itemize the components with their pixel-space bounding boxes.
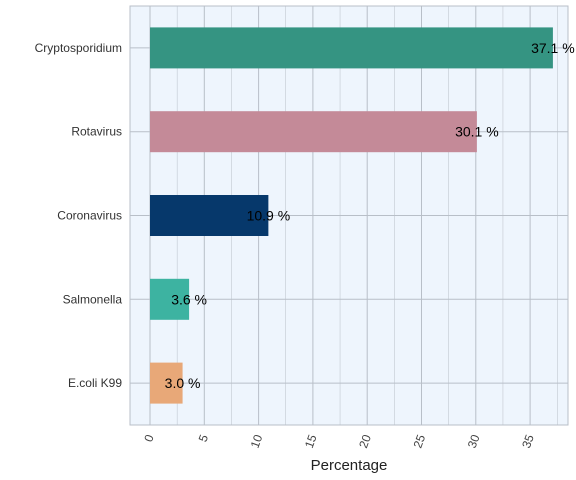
x-tick-label: 25 xyxy=(411,432,429,450)
x-tick-label: 5 xyxy=(196,432,212,443)
category-label: Cryptosporidium xyxy=(35,41,122,55)
bar xyxy=(150,195,269,236)
x-tick-label: 10 xyxy=(248,432,266,450)
x-tick-label: 0 xyxy=(141,432,157,443)
x-tick-label: 20 xyxy=(356,432,374,450)
category-label: Salmonella xyxy=(63,292,123,306)
data-label: 3.0 % xyxy=(165,375,201,391)
x-tick-label: 35 xyxy=(519,432,537,450)
x-tick-labels: 0 5 10 15 20 25 30 35 xyxy=(141,432,537,450)
data-labels: 37.1 % 30.1 % 10.9 % 3.6 % 3.0 % xyxy=(165,40,575,391)
x-tick-label: 15 xyxy=(302,432,320,450)
bar xyxy=(150,27,553,69)
bar xyxy=(150,278,190,320)
data-label: 10.9 % xyxy=(247,208,291,224)
x-axis-title: Percentage xyxy=(311,457,388,474)
bars xyxy=(150,27,553,404)
category-label: Rotavirus xyxy=(71,125,122,139)
x-tick-label: 30 xyxy=(465,432,483,450)
category-label: E.coli K99 xyxy=(68,376,122,390)
category-labels: Cryptosporidium Rotavirus Coronavirus Salmo… xyxy=(35,41,123,390)
bar xyxy=(150,362,183,404)
bar xyxy=(150,111,477,153)
category-label: Coronavirus xyxy=(57,209,122,223)
data-label: 37.1 % xyxy=(531,40,575,56)
data-label: 3.6 % xyxy=(171,291,207,307)
data-label: 30.1 % xyxy=(455,124,499,140)
